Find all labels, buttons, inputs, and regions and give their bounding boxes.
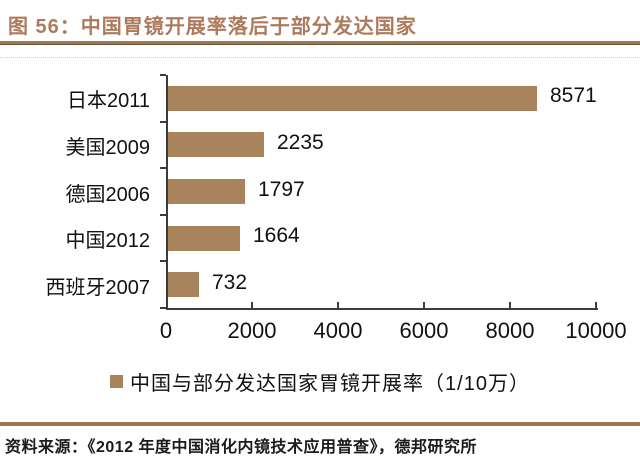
category-label: 日本2011 bbox=[66, 90, 150, 113]
source-note: 资料来源：《2012 年度中国消化内镜技术应用普查》，德邦研究所 bbox=[5, 439, 478, 456]
y-axis-tick bbox=[160, 214, 166, 216]
category-label: 中国2012 bbox=[65, 230, 151, 253]
chart-legend: 中国与部分发达国家胃镜开展率（1/10万） bbox=[0, 368, 640, 395]
dotted-separator bbox=[0, 57, 640, 58]
x-axis-tick bbox=[423, 302, 425, 309]
x-tick-label: 8000 bbox=[485, 318, 535, 343]
value-label: 8571 bbox=[550, 84, 597, 108]
bar bbox=[168, 179, 245, 204]
category-label: 西班牙2007 bbox=[45, 276, 151, 299]
bar bbox=[168, 225, 240, 251]
y-axis-tick bbox=[160, 307, 166, 309]
y-axis-tick bbox=[160, 74, 166, 76]
title-divider bbox=[0, 41, 640, 45]
y-axis-tick bbox=[160, 167, 166, 169]
plot-area bbox=[166, 75, 598, 310]
value-label: 1664 bbox=[253, 224, 300, 248]
figure-title: 图 56：中国胃镜开展率落后于部分发达国家 bbox=[8, 16, 417, 38]
value-label: 732 bbox=[212, 270, 248, 294]
x-tick-label: 6000 bbox=[399, 318, 449, 343]
x-tick-label: 2000 bbox=[227, 318, 277, 343]
x-tick-label: 0 bbox=[159, 318, 173, 343]
x-axis-tick bbox=[251, 302, 253, 309]
legend-swatch-icon bbox=[110, 374, 124, 388]
value-label: 2235 bbox=[277, 130, 324, 154]
bar bbox=[168, 132, 264, 158]
value-label: 1797 bbox=[258, 177, 305, 201]
legend-label: 中国与部分发达国家胃镜开展率（1/10万） bbox=[130, 372, 530, 395]
category-label: 美国2009 bbox=[65, 136, 151, 159]
x-axis-tick bbox=[509, 302, 511, 309]
bar bbox=[168, 85, 537, 111]
y-axis-tick bbox=[160, 121, 166, 123]
x-axis-tick bbox=[337, 302, 339, 309]
category-label: 德国2006 bbox=[65, 183, 151, 206]
bar bbox=[168, 272, 199, 298]
x-tick-label: 10000 bbox=[565, 318, 627, 343]
x-axis-tick bbox=[595, 302, 597, 309]
y-axis-tick bbox=[160, 260, 166, 262]
footer-divider bbox=[0, 422, 640, 426]
x-tick-label: 4000 bbox=[313, 318, 363, 343]
